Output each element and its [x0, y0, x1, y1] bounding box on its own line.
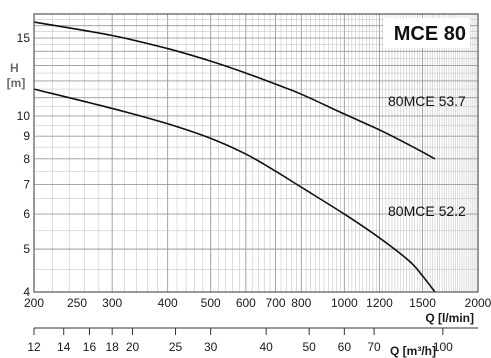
x-tick-label: 200: [24, 296, 44, 310]
y-tick-label: 9: [23, 129, 30, 143]
series-label-1: 80MCE 53.7: [388, 93, 466, 109]
x2-tick-label: 25: [169, 340, 183, 354]
x-tick-labels: 200 250 300 400 500 600 700 800 1000 1200 1500 2000: [24, 296, 491, 310]
x2-tick-label: 40: [259, 340, 273, 354]
x2-tick-label: 12: [27, 340, 41, 354]
title-background: [383, 18, 470, 48]
series-line-2: [33, 88, 436, 293]
x-tick-label: 600: [236, 296, 256, 310]
x2-tick-label: 20: [126, 340, 140, 354]
x2-tick-label: 60: [338, 340, 352, 354]
x-tick-label: 1500: [409, 296, 436, 310]
x-tick-label: 400: [158, 296, 178, 310]
y-tick-label: 10: [17, 109, 31, 123]
x-tick-label: 2000: [465, 296, 491, 310]
x-tick-label: 1000: [331, 296, 358, 310]
x2-tick-label: 14: [57, 340, 71, 354]
y-axis-label: H [m]: [7, 61, 26, 90]
x-tick-label: 500: [201, 296, 221, 310]
x2-tick-labels: 12 14 16 18 20 25 30 40 50 60 70 100: [27, 327, 478, 354]
x-tick-label: 800: [291, 296, 311, 310]
y-tick-labels: 4 5 6 7 8 9 10 15: [17, 31, 31, 299]
y-tick-label: 15: [17, 31, 31, 45]
y-tick-label: 7: [23, 177, 30, 191]
series-labels: 80MCE 53.7 80MCE 52.2: [388, 93, 466, 219]
y-tick-label: 8: [23, 152, 30, 166]
x2-tick-label: 16: [83, 340, 97, 354]
series-label-2: 80MCE 52.2: [388, 203, 466, 219]
x2-tick-label: 100: [433, 340, 453, 354]
x2-tick-label: 50: [303, 340, 317, 354]
curves: [33, 21, 436, 293]
x2-axis-label: Q [m³/h]: [390, 344, 436, 358]
y-tick-label: 4: [23, 285, 30, 299]
x2-tick-label: 70: [367, 340, 381, 354]
y-tick-label: 6: [23, 207, 30, 221]
x2-tick-label: 30: [204, 340, 218, 354]
x-axis-label: Q [l/min]: [425, 311, 474, 325]
y-tick-label: 5: [23, 242, 30, 256]
x-tick-label: 1200: [366, 296, 393, 310]
x-tick-label: 700: [266, 296, 286, 310]
x-tick-label: 300: [102, 296, 122, 310]
x-tick-label: 250: [67, 296, 87, 310]
x2-tick-label: 18: [106, 340, 120, 354]
series-line-1: [33, 21, 436, 160]
chart-title: MCE 80: [394, 23, 466, 45]
plot-frame: [33, 13, 479, 293]
